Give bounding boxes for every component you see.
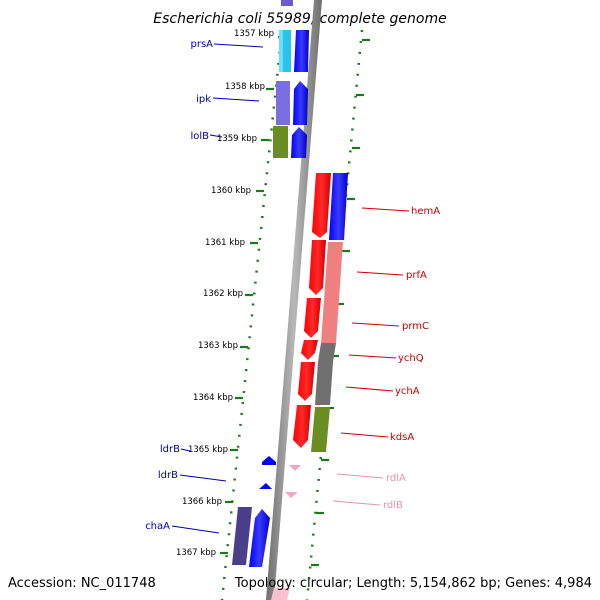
scale-label: 1366 kbp [182, 497, 222, 507]
scale-label: 1365 kbp [188, 445, 228, 455]
gene-arrow-ldrB-1 [262, 456, 276, 465]
gene-label-chaA: chaA [145, 521, 170, 532]
gene-label-ychA: ychA [395, 386, 420, 397]
gene-arrow-ipk [293, 81, 308, 125]
scale-labels: 1357 kbp 1358 kbp 1359 kbp 1360 kbp 1361… [176, 29, 274, 558]
gene-arrow-lolB [291, 127, 307, 158]
scale-label: 1358 kbp [225, 82, 265, 92]
gene-block-hemA-blue [329, 173, 348, 240]
gene-label-prsA: prsA [190, 39, 213, 50]
gene-label-kdsA: kdsA [390, 432, 414, 443]
gene-highlight [279, 30, 283, 72]
scale-line-left [220, 29, 284, 600]
gene-arrow-hemA [312, 173, 331, 238]
scale-label: 1357 kbp [234, 29, 274, 39]
scale-label: 1360 kbp [211, 186, 251, 196]
gene-arrow-rdlA [289, 465, 301, 471]
gene-block-prfA-salmon [324, 242, 343, 300]
callout-lines-left [171, 43, 264, 534]
scale-label: 1363 kbp [198, 341, 238, 351]
scale-ticks [220, 35, 370, 567]
callout-lines-pink [332, 473, 384, 506]
gene-block-ychA-gray [315, 362, 333, 405]
gene-label-hemA: hemA [411, 206, 440, 217]
gene-label-rdlB: rdlB [383, 500, 403, 511]
gene-arrow-ldrB-2 [259, 483, 272, 489]
topology-text: Topology: circular; Length: 5,154,862 bp… [234, 576, 592, 591]
genome-title: Escherichia coli 55989, complete genome [153, 11, 446, 27]
scale-label: 1361 kbp [205, 238, 245, 248]
gene-arrow-ychA [298, 362, 315, 401]
gene-label-lolB: lolB [190, 131, 209, 142]
scale-label: 1367 kbp [176, 548, 216, 558]
gene-arrow-prmC [304, 298, 321, 338]
gene-label-prfA: prfA [406, 270, 427, 281]
genome-axis [266, 0, 322, 600]
gene-arrow-ychQ [301, 340, 318, 360]
gene-label-ldrB: ldrB [160, 444, 180, 455]
callout-lines-right [340, 207, 410, 438]
scale-label: 1359 kbp [217, 134, 257, 144]
gene-block-chaA-purple [232, 507, 252, 565]
gene-label-rdlA: rdlA [386, 473, 406, 484]
gene-arrow-prsA [294, 30, 309, 72]
gene-arrow-kdsA [293, 405, 311, 448]
gene-block-prmC-salmon [321, 300, 339, 343]
gene-arrow-chaA [249, 509, 270, 567]
scale-label: 1362 kbp [203, 289, 243, 299]
gene-label-ipk: ipk [196, 94, 211, 105]
accession-text: Accession: NC_011748 [8, 576, 156, 591]
scale-label: 1364 kbp [193, 393, 233, 403]
gene-label-ychQ: ychQ [398, 353, 424, 364]
gene-block-ipk-purple [276, 81, 290, 125]
gene-arrow-prfA [309, 240, 326, 295]
gene-label-ldrB: ldrB [158, 470, 178, 481]
gene-arrow-rdlB [285, 492, 298, 498]
gene-label-prmC: prmC [402, 321, 429, 332]
gene-block-ychQ-gray [318, 343, 336, 362]
gene-block-top [281, 0, 293, 6]
gene-block-lolB-olive [273, 126, 288, 158]
gene-block-bottom [271, 588, 290, 600]
gene-block-kdsA-olive [311, 407, 330, 452]
